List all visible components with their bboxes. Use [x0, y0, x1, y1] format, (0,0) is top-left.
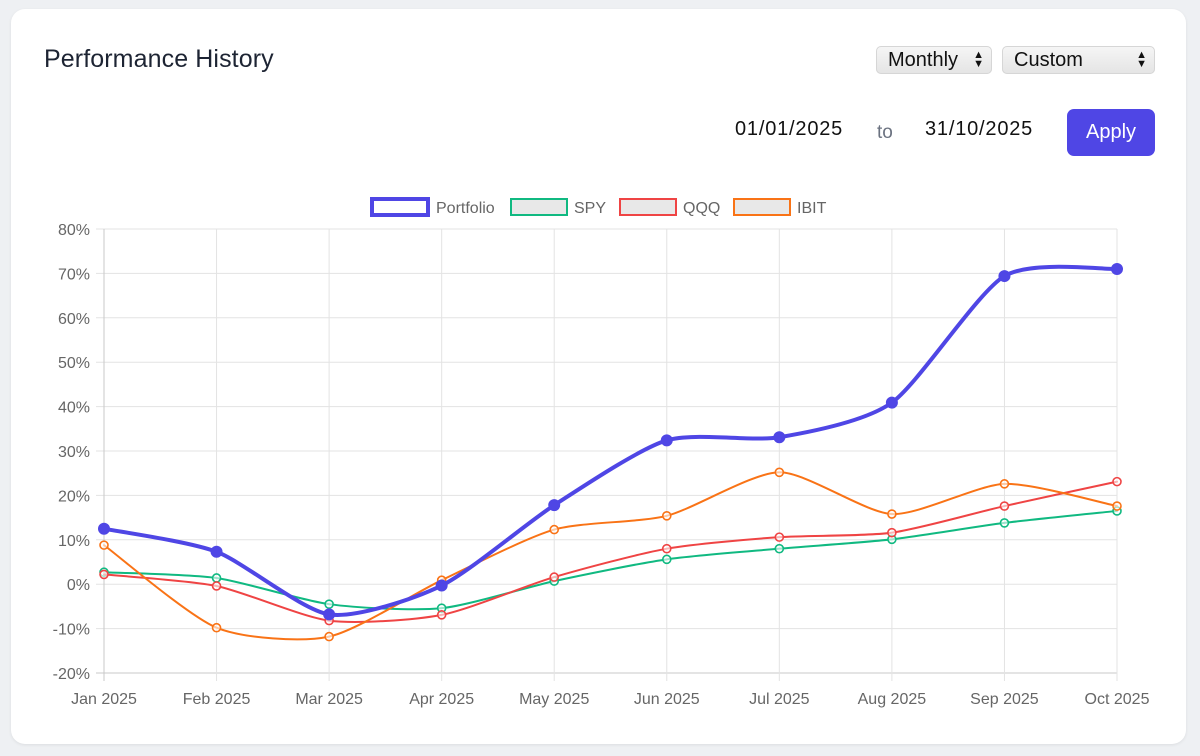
y-tick-label: -20%: [53, 666, 90, 683]
select-arrows-icon: ▲ ▼: [1136, 49, 1147, 70]
data-point-ibit[interactable]: [211, 622, 222, 633]
data-point-portfolio[interactable]: [435, 579, 448, 592]
x-tick-label: Sep 2025: [970, 691, 1039, 708]
data-point-qqq[interactable]: [999, 501, 1010, 511]
legend-label-spy[interactable]: SPY: [574, 200, 606, 217]
y-tick-label: 40%: [58, 400, 90, 417]
range-select[interactable]: Custom ▲ ▼: [1002, 46, 1155, 74]
y-tick-label: 30%: [58, 444, 90, 461]
data-point-ibit[interactable]: [774, 467, 785, 478]
y-tick-label: 50%: [58, 355, 90, 372]
select-arrows-icon: ▲ ▼: [973, 49, 984, 70]
to-label: to: [877, 122, 893, 143]
performance-card: [11, 9, 1186, 744]
y-tick-label: 0%: [67, 577, 90, 594]
end-date-input[interactable]: 31/10/2025: [925, 118, 1034, 140]
y-tick-label: 70%: [58, 266, 90, 283]
data-point-qqq[interactable]: [774, 532, 785, 542]
data-point-qqq[interactable]: [1112, 476, 1122, 487]
data-point-qqq[interactable]: [549, 572, 560, 582]
data-point-ibit[interactable]: [324, 631, 334, 642]
legend-label-portfolio[interactable]: Portfolio: [436, 200, 495, 217]
data-point-spy[interactable]: [774, 543, 785, 554]
x-tick-label: Jun 2025: [634, 691, 700, 708]
interval-select[interactable]: Monthly ▲ ▼: [876, 46, 992, 74]
legend-swatch-qqq[interactable]: [619, 198, 677, 216]
data-point-ibit[interactable]: [549, 524, 560, 535]
data-point-portfolio[interactable]: [548, 499, 561, 512]
legend-swatch-ibit[interactable]: [733, 198, 791, 216]
data-point-ibit[interactable]: [99, 540, 109, 550]
apply-button[interactable]: Apply: [1067, 109, 1155, 156]
range-select-value: Custom: [1014, 49, 1083, 71]
x-tick-label: Aug 2025: [858, 691, 927, 708]
page-title: Performance History: [44, 45, 274, 73]
y-tick-label: -10%: [53, 622, 90, 639]
x-tick-label: Apr 2025: [409, 691, 474, 708]
data-point-portfolio[interactable]: [773, 431, 786, 444]
data-point-ibit[interactable]: [999, 479, 1010, 489]
data-point-portfolio[interactable]: [98, 522, 110, 535]
x-tick-label: Mar 2025: [295, 691, 363, 708]
legend-swatch-portfolio[interactable]: [370, 197, 430, 217]
legend-swatch-spy[interactable]: [510, 198, 568, 216]
series-line-portfolio: [102, 264, 1119, 617]
x-tick-label: Feb 2025: [183, 691, 251, 708]
data-point-portfolio[interactable]: [210, 545, 223, 558]
data-point-ibit[interactable]: [887, 509, 897, 519]
data-point-spy[interactable]: [661, 554, 672, 565]
data-point-portfolio[interactable]: [323, 608, 336, 621]
y-tick-label: 20%: [58, 488, 90, 505]
x-tick-label: Jul 2025: [749, 691, 810, 708]
data-point-spy[interactable]: [999, 518, 1010, 528]
data-point-portfolio[interactable]: [660, 434, 673, 447]
series-line-qqq: [103, 480, 1118, 623]
series-line-ibit: [103, 471, 1118, 641]
series-line-spy: [103, 509, 1118, 611]
data-point-qqq[interactable]: [211, 581, 222, 591]
y-tick-label: 10%: [58, 533, 90, 550]
data-point-portfolio[interactable]: [1111, 262, 1123, 275]
data-point-portfolio[interactable]: [885, 396, 898, 409]
start-date-input[interactable]: 01/01/2025: [735, 118, 844, 140]
y-tick-label: 60%: [58, 311, 90, 328]
data-point-ibit[interactable]: [661, 511, 672, 521]
data-point-spy[interactable]: [211, 573, 222, 583]
x-tick-label: May 2025: [519, 691, 589, 708]
data-point-portfolio[interactable]: [998, 270, 1011, 283]
data-point-qqq[interactable]: [887, 527, 897, 538]
x-tick-label: Jan 2025: [71, 691, 137, 708]
y-tick-label: 80%: [58, 222, 90, 239]
x-tick-label: Oct 2025: [1085, 691, 1150, 708]
data-point-qqq[interactable]: [436, 610, 447, 620]
legend-label-ibit[interactable]: IBIT: [797, 200, 827, 217]
interval-select-value: Monthly: [888, 49, 959, 71]
legend-label-qqq[interactable]: QQQ: [683, 200, 720, 217]
data-point-qqq[interactable]: [661, 543, 672, 554]
data-point-spy[interactable]: [324, 599, 334, 609]
data-point-ibit[interactable]: [1112, 501, 1122, 511]
data-point-qqq[interactable]: [99, 569, 109, 580]
